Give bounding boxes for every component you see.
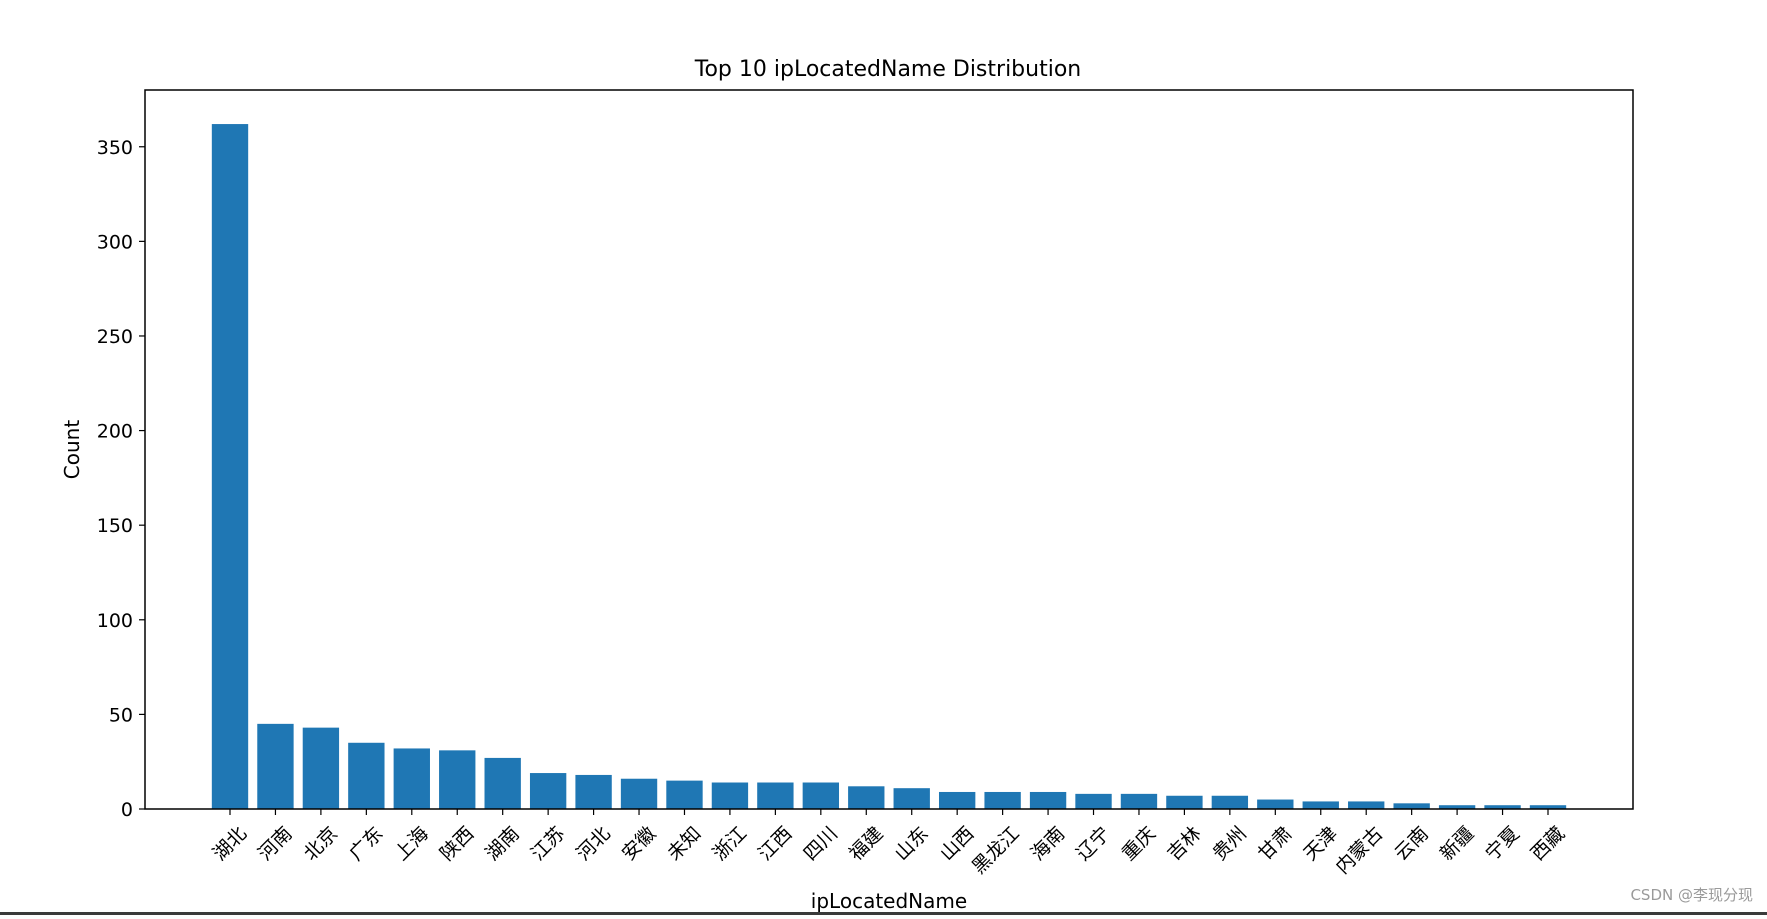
x-tick-label: 贵州 [1209,823,1251,865]
bar-内蒙古 [1348,801,1385,809]
bar-江西 [757,782,794,809]
y-tick-label: 150 [97,515,133,537]
y-tick-label: 350 [97,137,133,159]
bar-山西 [938,791,976,809]
y-tick-label: 100 [97,610,133,632]
bar-黑龙江 [984,791,1021,809]
bar-河北 [575,774,612,809]
bar-湖南 [484,757,521,809]
y-tick-label: 50 [109,704,133,726]
bar-吉林 [1166,795,1203,809]
x-tick-label: 四川 [800,823,842,865]
x-tick-label: 湖北 [209,823,251,865]
x-tick-label: 湖南 [481,823,523,865]
x-tick-label: 江苏 [527,823,569,865]
x-tick-label: 浙江 [709,823,751,865]
bar-安徽 [620,778,658,809]
bottom-border [0,912,1767,915]
x-tick-label: 福建 [845,823,887,865]
bar-贵州 [1211,795,1249,809]
bar-江苏 [529,773,567,809]
x-tick-label: 宁夏 [1481,823,1523,865]
x-tick-label: 重庆 [1118,823,1160,865]
bar-天津 [1302,801,1339,809]
x-tick-label: 安徽 [618,823,660,865]
bar-北京 [302,727,340,809]
bar-浙江 [711,782,749,809]
y-tick-label: 300 [97,231,133,253]
bar-陕西 [439,750,476,809]
x-tick-label: 山东 [890,823,932,865]
y-tick-label: 200 [97,421,133,443]
x-tick-label: 广东 [345,823,387,865]
x-tick-label: 江西 [754,823,796,865]
y-axis: 0 50 100 150 200 250 300 350 [97,137,145,821]
x-tick-label: 上海 [391,823,433,865]
plot-frame [144,89,1634,810]
x-tick-label: 北京 [300,823,342,865]
bar-海南 [1029,791,1067,809]
x-tick-label: 新疆 [1436,823,1478,865]
x-tick-label: 甘肃 [1254,823,1296,865]
bar-新疆 [1438,805,1476,809]
bar-上海 [393,748,430,809]
watermark-text: CSDN @李现分现 [1630,886,1753,904]
x-axis: 湖北 河南 北京 广东 上海 陕西 湖南 江苏 河北 安徽 未知 浙江 江西 四川 福建 山东 山西黑龙江 海南辽… [209,809,1569,878]
x-tick-label: 内蒙古 [1331,823,1387,879]
x-tick-label: 云南 [1390,823,1432,865]
bar-未知 [666,780,703,809]
x-tick-label: 河北 [572,823,614,865]
x-tick-label: 未知 [663,823,705,865]
y-tick-label: 250 [97,326,133,348]
x-tick-label: 辽宁 [1072,823,1114,865]
bar-福建 [848,786,885,809]
bar-辽宁 [1075,793,1112,809]
bar-西藏 [1529,805,1567,809]
bar-宁夏 [1484,805,1521,809]
x-tick-label: 河南 [254,823,296,865]
y-tick-label: 0 [121,799,133,821]
bar-甘肃 [1257,799,1294,809]
chart-title: Top 10 ipLocatedName Distribution [694,57,1081,82]
bar-河南 [257,723,294,809]
x-tick-label: 海南 [1027,823,1069,865]
x-axis-label: ipLocatedName [811,889,967,913]
bar-湖北 [211,124,249,810]
bar-重庆 [1120,793,1158,809]
x-tick-label: 西藏 [1527,823,1569,865]
x-tick-label: 吉林 [1163,823,1205,865]
bar-四川 [802,782,840,809]
bar-山东 [893,788,930,809]
x-tick-label: 黑龙江 [968,823,1024,879]
x-tick-label: 陕西 [436,823,478,865]
bar-云南 [1393,803,1430,809]
bars-group [211,124,1567,810]
bar-广东 [348,742,385,809]
y-axis-label: Count [60,420,84,480]
